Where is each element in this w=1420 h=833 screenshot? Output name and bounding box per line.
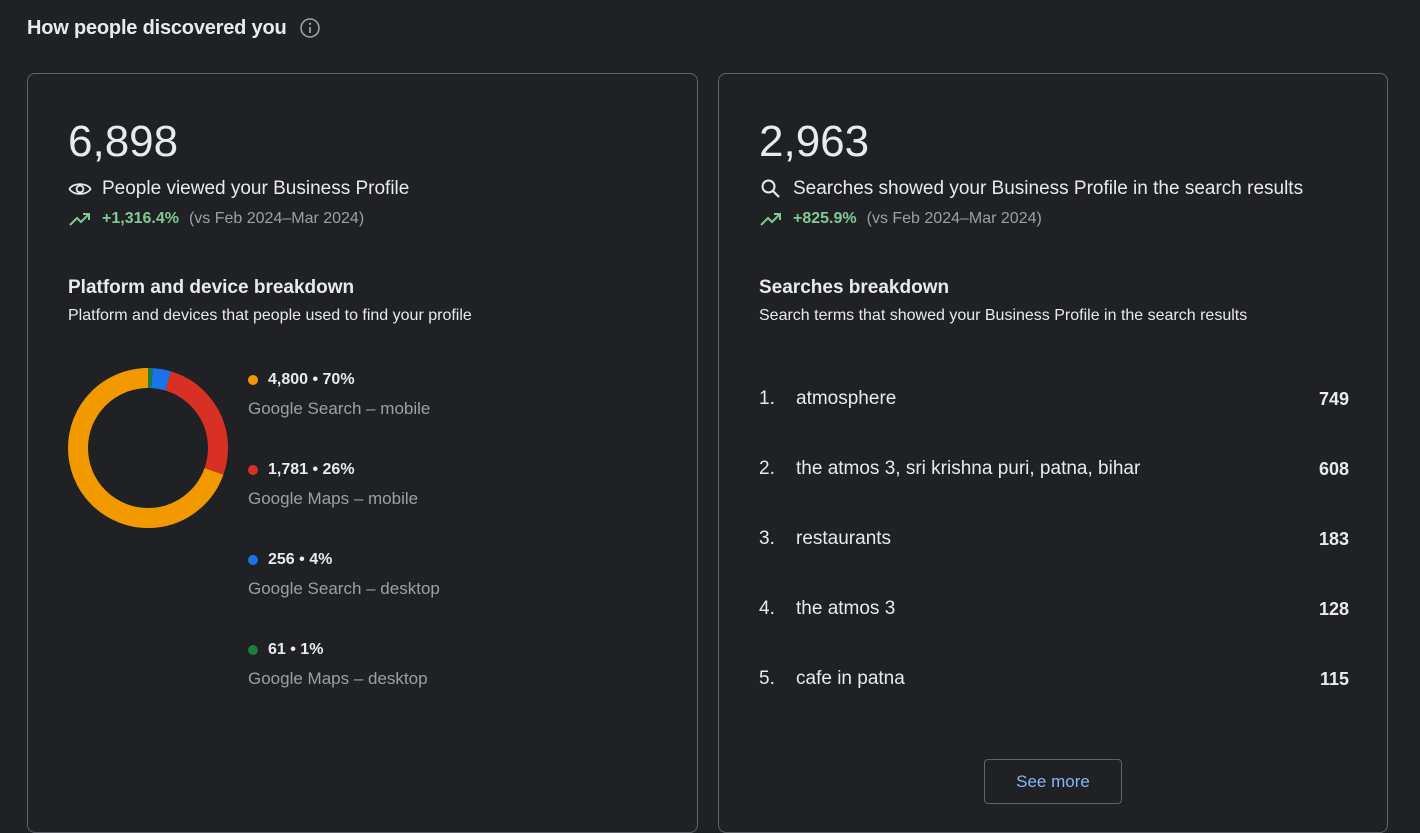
search-rank: 1. [759, 388, 775, 409]
search-rank: 4. [759, 598, 775, 619]
search-term: the atmos 3 [796, 598, 896, 619]
searches-card: 2,963 Searches showed your Business Prof… [718, 73, 1388, 833]
searches-total: 2,963 [759, 117, 870, 166]
list-item: 4. the atmos 3 128 [759, 594, 1349, 624]
legend-item-search-mobile: 4,800 • 70% Google Search – mobile [248, 371, 568, 419]
views-change-vs: (vs Feb 2024–Mar 2024) [188, 210, 365, 227]
trending-up-icon [760, 213, 781, 226]
section-title: How people discovered you [27, 16, 287, 39]
list-item: 1. atmosphere 749 [759, 384, 1349, 414]
eye-icon [68, 183, 92, 195]
views-metric: People viewed your Business Profile [68, 177, 409, 201]
search-rank: 5. [759, 668, 775, 689]
list-item: 5. cafe in patna 115 [759, 664, 1349, 694]
legend-label: Google Maps – desktop [248, 669, 428, 688]
search-term: atmosphere [796, 388, 897, 409]
platform-donut-chart [68, 368, 228, 528]
search-term: restaurants [796, 528, 892, 549]
searches-breakdown-subtitle: Search terms that showed your Business P… [759, 307, 1248, 324]
info-icon[interactable] [299, 17, 321, 39]
donut-slice-search-mobile [68, 368, 228, 528]
search-term: the atmos 3, sri krishna puri, patna, bi… [796, 458, 1141, 479]
views-total: 6,898 [68, 117, 179, 166]
searches-metric: Searches showed your Business Profile in… [759, 177, 1303, 201]
breakdown-title: Platform and device breakdown [68, 277, 355, 298]
views-change: +1,316.4% (vs Feb 2024–Mar 2024) [68, 210, 364, 228]
legend-value: 4,800 • 70% [268, 371, 355, 388]
search-rank: 2. [759, 458, 775, 479]
donut-slice-maps-mobile [68, 368, 228, 528]
search-count: 183 [1318, 528, 1349, 549]
list-item: 3. restaurants 183 [759, 524, 1349, 554]
legend-value: 61 • 1% [268, 641, 324, 658]
legend-dot [248, 465, 258, 475]
searches-change-vs: (vs Feb 2024–Mar 2024) [866, 210, 1042, 227]
searches-change: +825.9% (vs Feb 2024–Mar 2024) [759, 210, 1042, 228]
searches-label: Searches showed your Business Profile in… [793, 178, 1304, 199]
breakdown-subtitle: Platform and devices that people used to… [68, 307, 472, 324]
trending-up-icon [69, 213, 90, 226]
views-label: People viewed your Business Profile [102, 178, 410, 199]
legend-label: Google Maps – mobile [248, 489, 419, 508]
legend-item-maps-desktop: 61 • 1% Google Maps – desktop [248, 641, 568, 689]
section-header: How people discovered you [27, 14, 321, 42]
views-change-pct: +1,316.4% [102, 210, 179, 227]
search-count: 115 [1319, 668, 1349, 689]
search-rank: 3. [759, 528, 775, 549]
legend-value: 256 • 4% [268, 551, 333, 568]
searches-change-pct: +825.9% [793, 210, 857, 227]
legend-dot [248, 375, 258, 385]
legend-dot [248, 645, 258, 655]
search-count: 749 [1318, 388, 1349, 409]
search-icon [761, 179, 780, 198]
legend-item-maps-mobile: 1,781 • 26% Google Maps – mobile [248, 461, 568, 509]
search-count: 128 [1318, 598, 1349, 619]
list-item: 2. the atmos 3, sri krishna puri, patna,… [759, 454, 1349, 484]
legend-label: Google Search – desktop [248, 579, 440, 598]
search-term: cafe in patna [796, 668, 905, 689]
views-card: 6,898 People viewed your Business Profil… [27, 73, 698, 833]
see-more-button[interactable]: See more [984, 759, 1122, 804]
legend-value: 1,781 • 26% [268, 461, 355, 478]
legend-dot [248, 555, 258, 565]
legend-item-search-desktop: 256 • 4% Google Search – desktop [248, 551, 568, 599]
legend-label: Google Search – mobile [248, 399, 431, 418]
searches-breakdown-title: Searches breakdown [759, 277, 950, 298]
search-count: 608 [1318, 458, 1349, 479]
